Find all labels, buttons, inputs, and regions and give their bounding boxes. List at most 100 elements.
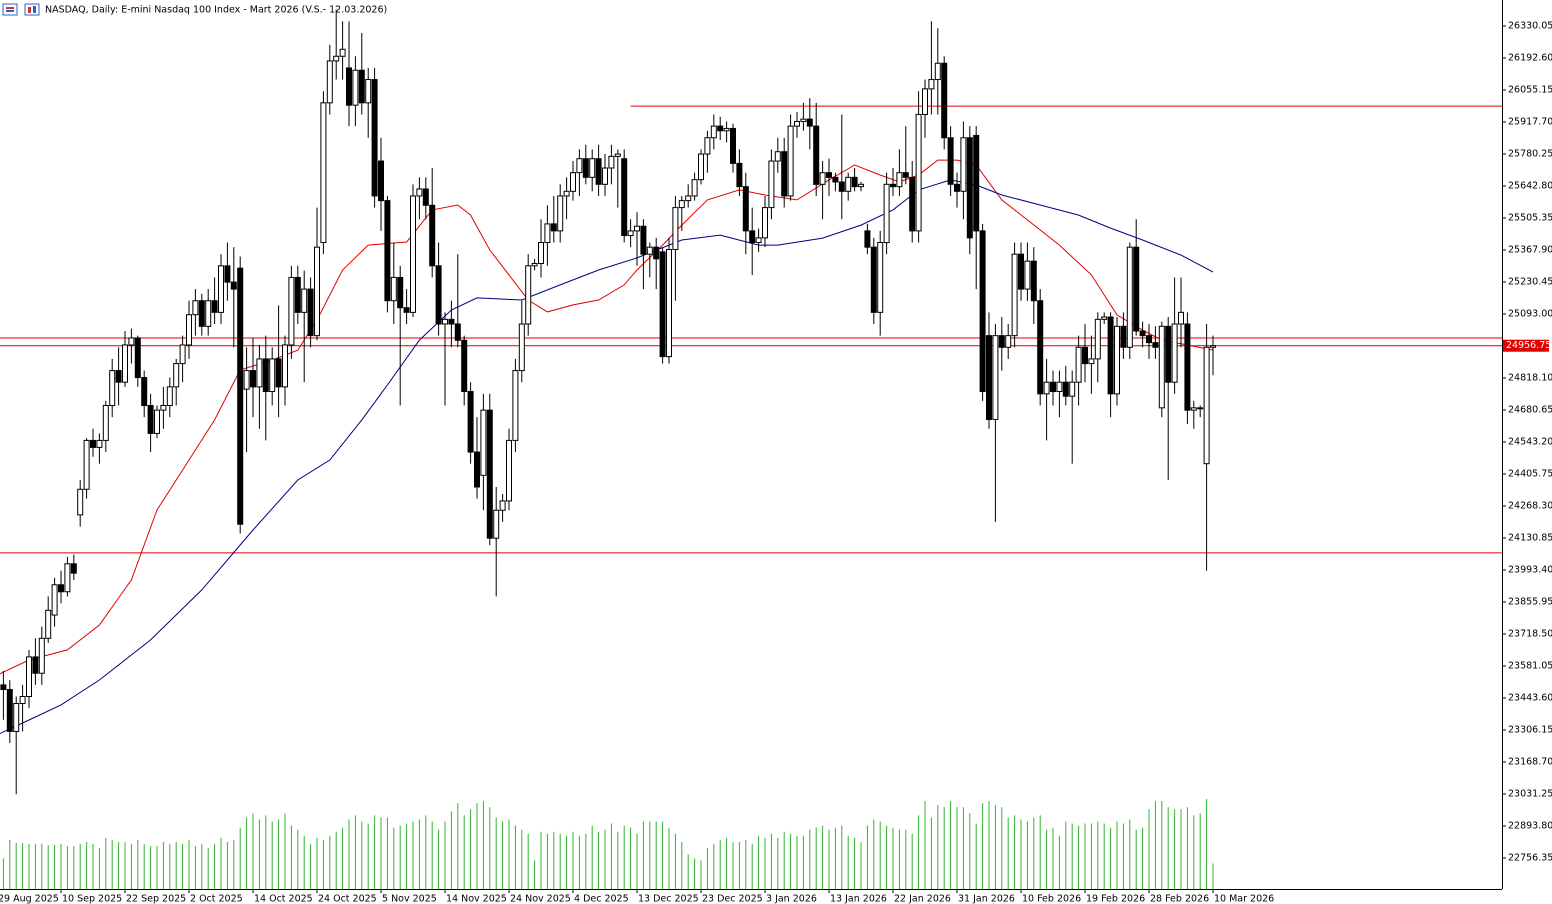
candle-body	[992, 335, 999, 420]
candle-body	[1082, 346, 1088, 365]
candle-body	[966, 137, 973, 239]
candle-body	[26, 656, 32, 698]
x-tick-label: 31 Jan 2026	[958, 894, 1015, 904]
candle-body	[486, 409, 493, 539]
candle-body	[173, 363, 180, 388]
candle-body	[1075, 346, 1082, 383]
candle-body	[1178, 311, 1184, 325]
candle-body	[1165, 325, 1172, 383]
candle-body	[378, 160, 384, 202]
candle-body	[678, 200, 685, 209]
candle-body	[1024, 260, 1031, 290]
candle-body	[96, 439, 103, 448]
x-tick-label: 5 Nov 2025	[382, 894, 437, 904]
candle-body	[262, 358, 269, 393]
candle-body	[960, 137, 967, 192]
candle-body	[211, 300, 218, 313]
candle-body	[538, 242, 544, 264]
chart-icon	[6, 7, 14, 9]
last-price-box	[1503, 339, 1549, 352]
y-tick-label: 23168.70	[1508, 757, 1552, 768]
x-tick-label: 14 Nov 2025	[446, 894, 507, 904]
candle-layer	[0, 9, 1216, 795]
candle-body	[442, 318, 448, 325]
candle-body	[1190, 407, 1197, 411]
candle-body	[480, 409, 487, 476]
candle-body	[1069, 381, 1076, 397]
candle-body	[506, 439, 512, 502]
candle-body	[998, 335, 1005, 348]
candle-body	[1120, 325, 1127, 348]
candle-body	[698, 153, 704, 181]
candle-body	[294, 276, 301, 313]
candle-body	[858, 183, 864, 188]
x-tick-label: 24 Oct 2025	[318, 894, 377, 904]
candle-body	[0, 684, 7, 691]
y-tick-label: 24818.10	[1508, 372, 1552, 383]
candle-body	[666, 249, 672, 358]
candle-body	[499, 500, 506, 511]
candle-body	[621, 158, 628, 237]
candle-body	[461, 339, 468, 393]
x-tick-label: 10 Mar 2026	[1214, 894, 1274, 904]
candle-body	[198, 300, 205, 327]
candle-body	[928, 79, 935, 90]
candle-body	[1126, 246, 1133, 348]
candle-body	[77, 488, 84, 516]
y-tick-label: 24543.20	[1508, 436, 1552, 447]
candle-body	[672, 207, 679, 251]
x-tick-label: 14 Oct 2025	[254, 894, 313, 904]
candle-body	[288, 276, 295, 346]
candle-body	[275, 358, 282, 388]
candle-body	[595, 158, 602, 185]
y-tick-label: 23855.95	[1508, 596, 1552, 607]
candle-body	[365, 79, 372, 104]
y-tick-label: 25230.45	[1508, 276, 1552, 287]
candle-body	[83, 439, 90, 490]
candle-body	[320, 102, 327, 244]
candle-body	[141, 377, 148, 406]
candle-body	[883, 183, 890, 244]
candle-body	[1197, 407, 1204, 410]
candle-body	[58, 584, 64, 593]
candle-body	[563, 190, 570, 197]
x-tick-label: 22 Jan 2026	[894, 894, 951, 904]
y-tick-label: 23306.15	[1508, 724, 1552, 735]
candle-body	[109, 370, 116, 406]
candle-body	[467, 391, 474, 453]
candle-body	[947, 137, 954, 185]
candle-body	[237, 267, 244, 525]
candle-body	[755, 237, 762, 244]
candle-body	[864, 230, 871, 248]
candle-body	[1062, 381, 1069, 397]
candle-body	[762, 207, 768, 239]
candle-body	[429, 204, 436, 267]
candle-body	[730, 127, 736, 164]
candle-body	[352, 69, 359, 106]
candle-body	[768, 160, 775, 209]
candle-body	[973, 134, 980, 232]
y-tick-label: 23443.60	[1508, 692, 1552, 703]
x-tick-label: 29 Aug 2025	[0, 894, 59, 904]
candle-body	[806, 118, 813, 127]
chart-icon	[33, 6, 36, 13]
x-tick-label: 19 Feb 2026	[1086, 894, 1145, 904]
candle-body	[570, 172, 576, 192]
candle-body	[6, 689, 13, 732]
candle-body	[102, 404, 109, 441]
y-tick-label: 22756.35	[1508, 853, 1552, 864]
chart-title: NASDAQ, Daily: E-mini Nasdaq 100 Index -…	[45, 5, 387, 16]
candle-body	[493, 509, 500, 539]
last-price-label: 24956.75	[1506, 340, 1551, 351]
y-tick-label: 25093.00	[1508, 308, 1552, 319]
candle-body	[646, 246, 653, 255]
chart-icon	[24, 3, 40, 16]
candle-body	[1158, 325, 1165, 409]
candle-body	[358, 69, 365, 104]
candle-body	[845, 176, 852, 192]
candle-body	[1043, 381, 1050, 395]
y-tick-label: 23581.05	[1508, 660, 1552, 671]
candle-body	[1133, 246, 1140, 332]
x-tick-label: 4 Dec 2025	[574, 894, 629, 904]
